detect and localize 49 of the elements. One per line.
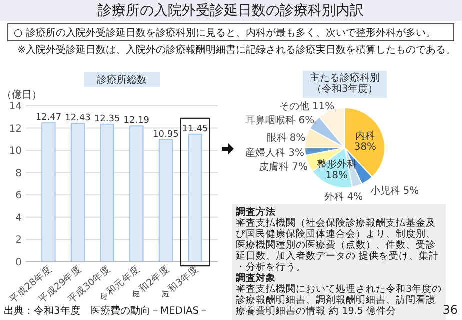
slice-label: 内科	[355, 130, 376, 142]
data-label: 7%	[292, 162, 308, 173]
text: ※入院外受診延日数は、入院外の診療報酬明細書に記録される診療実日数を積算したものである。	[18, 44, 456, 56]
slice-label: 小児科	[370, 185, 400, 198]
data-label: 12.35	[94, 114, 120, 124]
data-label: 6%	[298, 115, 315, 126]
slice-label: その他	[279, 100, 310, 113]
slice-label: 皮膚科	[259, 160, 290, 173]
slice-label: 外科	[324, 190, 344, 203]
data-label: 12.43	[65, 113, 91, 124]
text: 調査方法	[235, 206, 276, 218]
chart-title: 主たる診療科別（令和3年度）	[310, 72, 380, 95]
text: ○ 診療所の入院外受診延日数を診療科別に見ると、内科が最も多く、次いで整形外科が多い。	[14, 27, 436, 39]
text: 審査支払機関において処理された令和3年度の診療報酬明細書、調剤報酬明細書、訪問看護療養費明細書の情報 約 19.5 億件分	[236, 283, 442, 317]
text: 診療所の入院外受診延日数の診療科別内訳	[98, 3, 364, 19]
y-tick-label: 4	[16, 212, 22, 224]
data-label: 12.19	[124, 116, 150, 126]
text: 調査対象	[235, 272, 276, 284]
data-label: 12.47	[36, 113, 62, 124]
chart-title: 診療所総数	[97, 74, 147, 86]
data-label: 18%	[326, 170, 348, 182]
bar	[130, 126, 144, 262]
data-label: 4%	[347, 192, 364, 203]
y-tick-label: 8	[16, 168, 22, 180]
data-label: 11.45	[182, 124, 208, 134]
y-tick-label: 0	[16, 258, 22, 268]
data-label: 5%	[403, 186, 420, 198]
slice-label: 産婦人科	[246, 147, 286, 160]
slice-label: 眼科	[266, 132, 287, 144]
bar	[158, 139, 174, 262]
slice-label: 耳鼻咽喉科	[246, 114, 296, 126]
text: 審査支払機関（社会保険診療報酬支払基金及び国民健康保険団体連合会）より、制度別、医療機関種別の医療費（点数）、件数、受診延日数、加入者数データの 提供を受け、集計・分析を行う。	[235, 217, 440, 273]
y-tick-label: 12	[9, 124, 22, 135]
y-tick-label: 10	[9, 146, 22, 158]
bar	[188, 134, 202, 262]
text: 36	[442, 303, 458, 317]
source-note: 出典：令和3年度 医療費の動向－MEDIAS－	[4, 305, 210, 317]
y-axis-title: （億日）	[2, 89, 42, 101]
data-label: 3%	[288, 148, 304, 160]
data-label: 11%	[312, 102, 335, 113]
data-label: 38%	[354, 142, 377, 153]
y-tick-label: 6	[16, 190, 22, 202]
data-label: 10.95	[153, 130, 179, 140]
bar	[42, 122, 56, 262]
y-tick-label: 14	[9, 102, 22, 112]
bar	[70, 122, 86, 262]
data-label: 8%	[290, 132, 306, 144]
y-tick-label: 2	[16, 235, 22, 246]
bar	[100, 124, 114, 262]
